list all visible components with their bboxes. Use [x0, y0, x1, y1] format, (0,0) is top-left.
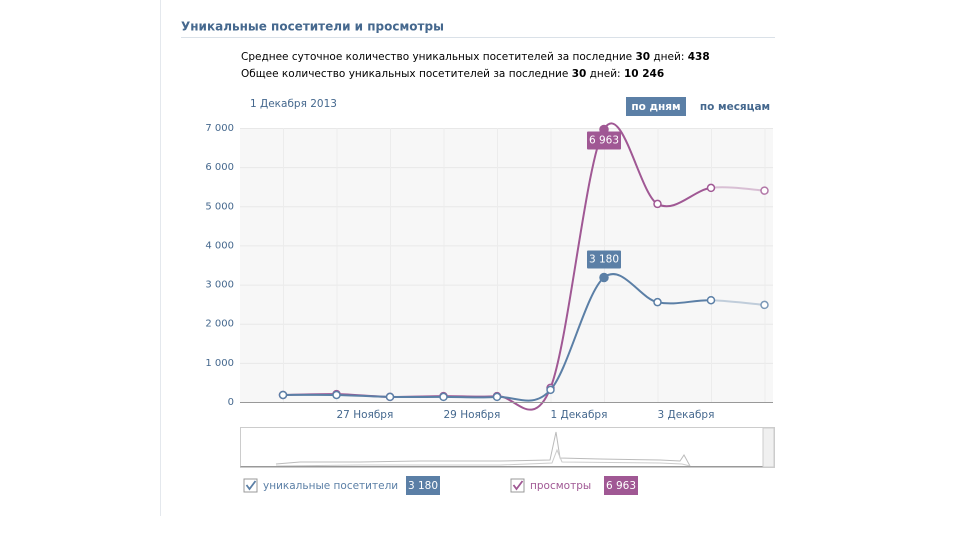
- section-title: Уникальные посетители и просмотры: [181, 20, 444, 34]
- value-label-box: [587, 250, 621, 269]
- legend-label: просмотры: [530, 480, 591, 492]
- stat-text: дней:: [650, 51, 688, 63]
- point: [706, 183, 716, 193]
- navigator-line: [275, 431, 691, 467]
- stat-value: 438: [688, 51, 710, 63]
- x-tick-label: 3 Декабря: [658, 409, 715, 421]
- stat-days: 30: [572, 68, 587, 80]
- legend-value-box: [406, 476, 440, 495]
- point: [439, 392, 448, 402]
- y-tick-label: 6 000: [205, 162, 234, 173]
- x-tick-label: 27 Ноября: [337, 409, 394, 421]
- legend-check: [512, 480, 524, 491]
- point: [492, 392, 502, 402]
- point: [706, 295, 716, 305]
- tab-label[interactable]: по месяцам: [700, 101, 770, 113]
- stat-line: Общее количество уникальных посетителей …: [241, 68, 664, 80]
- point: [653, 297, 662, 307]
- legend-value-box: [604, 476, 638, 495]
- lines: 6 963 3 180: [278, 122, 769, 411]
- tab-label[interactable]: по дням: [631, 101, 680, 113]
- stat-line: Среднее суточное количество уникальных п…: [241, 51, 710, 63]
- value-label: 3 180: [589, 254, 619, 266]
- point: [760, 300, 769, 310]
- value-label-box: [587, 131, 621, 150]
- navigator-handle[interactable]: [762, 427, 775, 468]
- point: [278, 390, 288, 400]
- legend-check: [245, 480, 257, 491]
- y-tick-label: 2 000: [205, 319, 234, 330]
- point: [653, 199, 662, 209]
- y-tick-label: 3 000: [205, 280, 234, 291]
- stat-text: Общее количество уникальных посетителей …: [241, 68, 572, 80]
- legend-value: 6 963: [606, 480, 636, 492]
- navigator-line: [275, 448, 691, 467]
- y-tick-label: 5 000: [205, 201, 234, 212]
- point: [385, 392, 395, 402]
- x-tick-label: 1 Декабря: [551, 409, 608, 421]
- y-tick-label: 4 000: [205, 240, 234, 251]
- stat-days: 30: [635, 51, 650, 63]
- series-line: [282, 273, 765, 402]
- stat-text: Среднее суточное количество уникальных п…: [241, 51, 635, 63]
- legend-label: уникальные посетители: [263, 480, 398, 492]
- tab-active[interactable]: [626, 97, 686, 116]
- stat-value: 10 246: [624, 68, 664, 80]
- value-label: 6 963: [589, 134, 619, 146]
- current-date: 1 Декабря 2013: [250, 98, 337, 110]
- point: [760, 186, 769, 195]
- point: [546, 385, 555, 395]
- y-tick-label: 7 000: [205, 123, 234, 134]
- point: [332, 390, 341, 400]
- y-tick-label: 0: [228, 397, 234, 408]
- legend: уникальные посетители 3 180 просмотры 6 963: [243, 476, 638, 495]
- legend-value: 3 180: [408, 480, 438, 492]
- stat-text: дней:: [586, 68, 624, 80]
- plot-area: [240, 128, 773, 402]
- point: [599, 272, 609, 283]
- x-tick-label: 29 Ноября: [444, 409, 501, 421]
- y-tick-label: 1 000: [205, 358, 234, 369]
